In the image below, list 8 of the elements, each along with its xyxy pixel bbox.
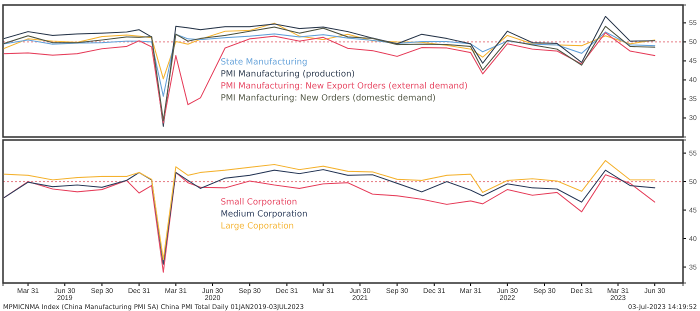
text: State Manufacturing	[220, 57, 308, 68]
series-label: Small Corporation	[220, 197, 298, 208]
text: Medium Corporation	[220, 209, 308, 220]
text: Large Coporation	[220, 221, 294, 232]
text: PMI Manfacturing: New Orders (domestic demand)	[220, 93, 436, 104]
series-label: PMI Manufacturing: New Export Orders (external demand)	[220, 81, 468, 92]
line-series	[4, 22, 656, 80]
text: PMI Manufacturing (production)	[220, 69, 355, 80]
